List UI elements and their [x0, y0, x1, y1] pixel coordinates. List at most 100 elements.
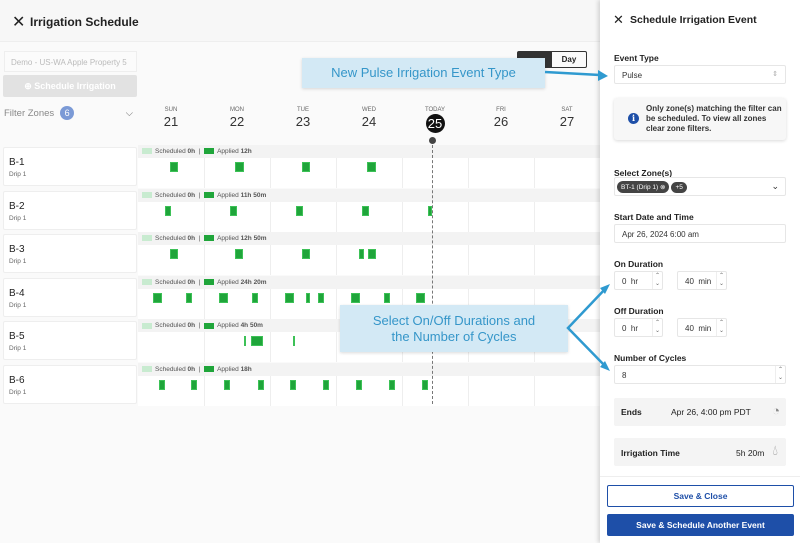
stepper[interactable]: ⌃ ⌄	[716, 319, 726, 336]
on-hr-input[interactable]: 0 hr ⌃ ⌄	[614, 271, 663, 290]
irrigation-event-bar[interactable]	[153, 292, 162, 303]
applied-swatch	[204, 279, 215, 286]
today-marker	[429, 137, 436, 144]
schedule-event-panel: ✕ Schedule Irrigation Event Event Type P…	[600, 0, 800, 543]
irrigation-event-bar[interactable]	[230, 205, 237, 216]
irrigation-event-bar[interactable]	[170, 162, 178, 172]
irrigation-event-bar[interactable]	[290, 380, 296, 390]
scheduled-swatch	[142, 322, 152, 329]
irrigation-event-bar[interactable]	[186, 292, 192, 303]
day-header: FRI 26	[468, 107, 534, 131]
irrigation-event-bar[interactable]	[251, 336, 263, 347]
page-title: Irrigation Schedule	[30, 15, 139, 29]
irrigation-event-bar[interactable]	[244, 336, 246, 347]
irrigation-event-bar[interactable]	[323, 380, 329, 390]
irrigation-event-bar[interactable]	[296, 205, 303, 216]
day-number: 24	[361, 114, 377, 129]
stepper[interactable]: ⌃ ⌄	[775, 366, 785, 383]
day-divider	[336, 158, 337, 188]
irrigation-event-bar[interactable]	[367, 162, 376, 172]
irrigation-event-bar[interactable]	[170, 249, 178, 260]
irrigation-event-bar[interactable]	[351, 292, 360, 303]
on-min-input[interactable]: 40 min ⌃ ⌄	[677, 271, 727, 290]
start-datetime-input[interactable]: Apr 26, 2024 6:00 am	[614, 224, 786, 243]
day-divider	[204, 332, 205, 363]
irrigation-event-bar[interactable]	[302, 249, 310, 260]
day-number: 23	[295, 114, 311, 129]
close-icon[interactable]: ✕	[613, 12, 624, 27]
zone-row-label[interactable]: B-4 Drip 1	[3, 277, 137, 317]
zone-name: B-4	[9, 287, 25, 299]
save-close-button[interactable]: Save & Close	[607, 485, 794, 507]
day-divider	[270, 201, 271, 232]
property-select[interactable]: Demo - US-WA Apple Property 5	[4, 51, 137, 72]
zone-type: Drip 1	[9, 389, 27, 396]
zone-type: Drip 1	[9, 345, 27, 353]
event-type-select[interactable]: Pulse ⇕	[614, 65, 786, 84]
applied-swatch	[204, 148, 215, 155]
irrigation-event-bar[interactable]	[422, 380, 428, 390]
zone-type: Drip 1	[9, 258, 27, 266]
off-min-input[interactable]: 40 min ⌃ ⌄	[677, 318, 727, 337]
irrigation-event-bar[interactable]	[252, 292, 258, 303]
zone-name: B-1	[9, 157, 25, 168]
stepper[interactable]: ⌃ ⌄	[652, 319, 662, 336]
irrigation-event-bar[interactable]	[368, 249, 376, 260]
irrigation-event-bar[interactable]	[306, 292, 310, 303]
plus-icon: ⊕	[24, 81, 35, 91]
irrigation-event-bar[interactable]	[416, 292, 425, 303]
irrigation-event-bar[interactable]	[293, 336, 295, 347]
cycles-input[interactable]: 8 ⌃ ⌄	[614, 365, 786, 384]
irrigation-event-bar[interactable]	[219, 292, 228, 303]
irrigation-event-bar[interactable]	[258, 380, 264, 390]
day-divider	[534, 376, 535, 406]
off-hr-input[interactable]: 0 hr ⌃ ⌄	[614, 318, 663, 337]
zone-row-label[interactable]: B-2 Drip 1	[3, 190, 137, 230]
scheduled-swatch	[142, 191, 152, 198]
stepper[interactable]: ⌃ ⌄	[716, 272, 726, 289]
irrigation-event-bar[interactable]	[356, 380, 362, 390]
irrigation-event-bar[interactable]	[389, 380, 395, 390]
schedule-irrigation-button[interactable]: ⊕ Schedule Irrigation	[3, 75, 137, 97]
day-divider	[468, 245, 469, 276]
off-duration-label: Off Duration	[614, 306, 664, 316]
day-divider	[534, 201, 535, 232]
irrigation-event-bar[interactable]	[165, 205, 171, 216]
irrigation-time-summary: Irrigation Time 5h 20m 💧︎	[614, 438, 786, 466]
irrigation-event-bar[interactable]	[428, 205, 432, 216]
irrigation-event-bar[interactable]	[235, 249, 243, 260]
day-divider	[336, 201, 337, 232]
irrigation-event-bar[interactable]	[191, 380, 197, 390]
irrigation-event-bar[interactable]	[318, 292, 324, 303]
zone-timeline[interactable]	[138, 201, 600, 232]
scheduled-swatch	[142, 235, 152, 242]
irrigation-event-bar[interactable]	[302, 162, 310, 172]
irrigation-event-bar[interactable]	[159, 380, 165, 390]
zone-summary: Scheduled 0h | Applied 24h 20m	[138, 275, 600, 289]
save-another-button[interactable]: Save & Schedule Another Event	[607, 514, 794, 536]
irrigation-event-bar[interactable]	[285, 292, 294, 303]
close-icon[interactable]: ✕	[12, 14, 26, 31]
stepper[interactable]: ⌃ ⌄	[652, 272, 662, 289]
irrigation-event-bar[interactable]	[362, 205, 369, 216]
zones-select[interactable]: BT-1 (Drip 1) ⊗ +5 ⌄	[614, 177, 786, 196]
zone-timeline[interactable]	[138, 376, 600, 406]
day-name: TODAY	[424, 107, 446, 113]
day-divider	[336, 376, 337, 406]
irrigation-event-bar[interactable]	[224, 380, 230, 390]
irrigation-event-bar[interactable]	[359, 249, 364, 260]
zone-row-label[interactable]: B-5 Drip 1	[3, 321, 137, 361]
irrigation-event-bar[interactable]	[384, 292, 390, 303]
zone-row-label[interactable]: B-3 Drip 1	[3, 234, 137, 274]
day-divider	[468, 158, 469, 188]
applied-swatch	[204, 322, 215, 329]
zone-row-label[interactable]: B-6 Drip 1	[3, 365, 137, 404]
zone-row-label[interactable]: B-1 Drip 1	[3, 147, 137, 186]
zone-chip[interactable]: BT-1 (Drip 1) ⊗	[617, 181, 670, 193]
filter-zones-dropdown[interactable]: Filter Zones 6 ⌵	[4, 104, 137, 124]
day-divider	[402, 376, 403, 406]
applied-swatch	[204, 191, 215, 198]
irrigation-event-bar[interactable]	[235, 162, 244, 172]
day-name: WED	[362, 107, 376, 113]
toggle-day[interactable]: Day	[561, 55, 577, 64]
